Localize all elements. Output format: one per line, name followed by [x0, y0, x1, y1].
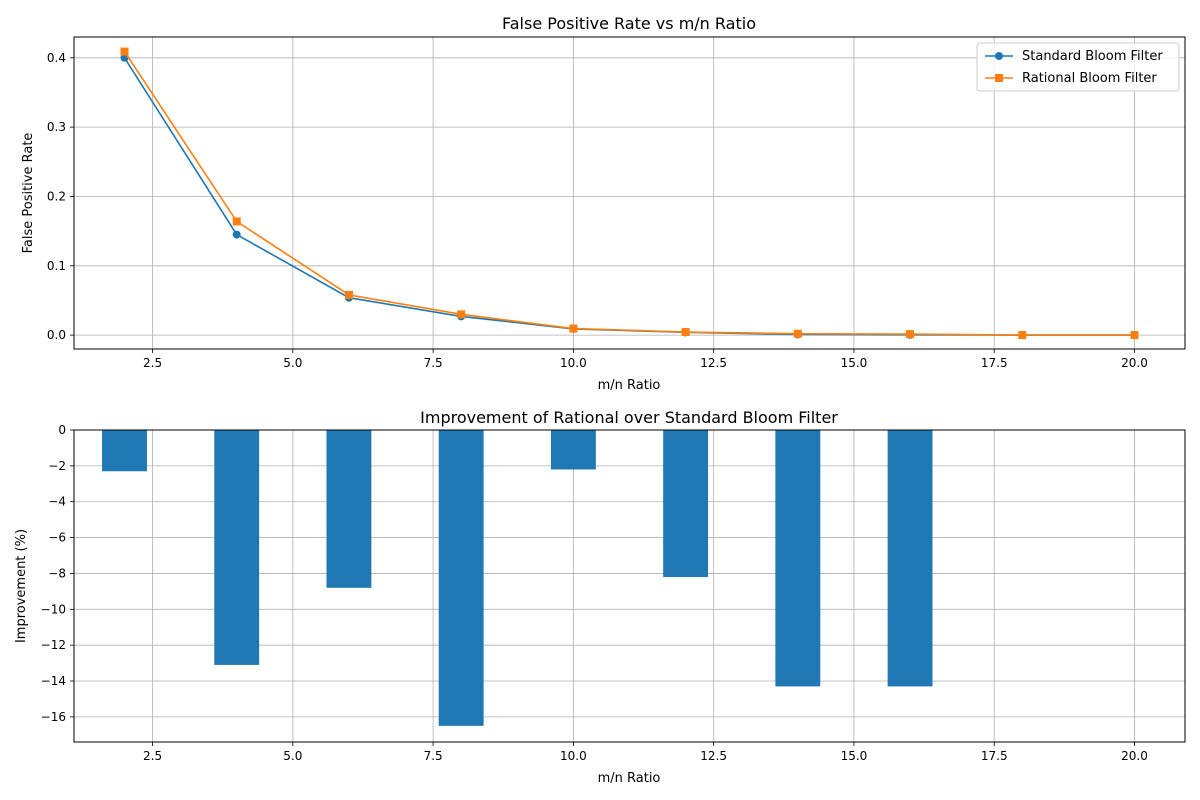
data-point-standard [232, 230, 241, 239]
y-tick-label: 0.3 [47, 120, 66, 134]
fpr-line-chart: False Positive Rate vs m/n Ratio 2.5 5.0 7… [21, 14, 1186, 393]
data-point-rational [232, 217, 241, 226]
legend: Standard Bloom Filter Rational Bloom Fil… [976, 42, 1180, 92]
data-point-rational [120, 47, 129, 56]
bar [550, 430, 596, 470]
data-point-rational [569, 324, 578, 333]
chart-title: Improvement of Rational over Standard Bl… [420, 408, 838, 427]
y-tick-label: −6 [48, 531, 66, 545]
x-tick-label: 10.0 [560, 749, 587, 763]
bars-group [102, 430, 933, 726]
x-tick-label: 5.0 [283, 749, 302, 763]
bar [214, 430, 260, 665]
bar [775, 430, 821, 687]
data-point-rational [457, 310, 466, 319]
y-ticks: 0.0 0.1 0.2 0.3 0.4 [47, 51, 74, 342]
x-axis-label: m/n Ratio [598, 771, 661, 786]
x-tick-label: 5.0 [283, 356, 302, 370]
bar [663, 430, 709, 578]
series-line-rational [123, 51, 1135, 336]
legend-label-rational: Rational Bloom Filter [1022, 71, 1157, 86]
data-point-rational [344, 290, 353, 299]
data-point-rational [1018, 331, 1027, 340]
y-tick-label: 0 [58, 423, 66, 437]
data-point-rational [681, 328, 690, 337]
x-tick-label: 7.5 [424, 356, 443, 370]
x-tick-label: 15.0 [841, 356, 868, 370]
y-tick-label: −16 [41, 710, 66, 724]
data-point-rational [793, 329, 802, 338]
y-ticks: 0 −2 −4 −6 −8 −10 −12 −14 −16 [41, 423, 74, 724]
y-axis-label: Improvement (%) [14, 529, 29, 643]
chart-title: False Positive Rate vs m/n Ratio [502, 14, 756, 33]
legend-label-standard: Standard Bloom Filter [1022, 49, 1163, 64]
x-tick-label: 7.5 [424, 749, 443, 763]
y-tick-label: 0.4 [47, 51, 66, 65]
x-tick-label: 17.5 [981, 356, 1008, 370]
y-axis-label: False Positive Rate [21, 133, 36, 254]
bar [438, 430, 484, 726]
improvement-bar-chart: Improvement of Rational over Standard Bl… [14, 408, 1186, 786]
x-tick-label: 20.0 [1121, 749, 1148, 763]
series-group [120, 47, 1139, 340]
y-tick-label: 0.2 [47, 189, 66, 203]
x-tick-label: 10.0 [560, 356, 587, 370]
bar [102, 430, 147, 472]
y-tick-label: −12 [41, 638, 66, 652]
x-tick-label: 15.0 [841, 749, 868, 763]
x-ticks: 2.5 5.0 7.5 10.0 12.5 15.0 17.5 20.0 [143, 349, 1148, 370]
plot-frame [73, 36, 1186, 350]
bar [887, 430, 933, 687]
x-tick-label: 2.5 [143, 749, 162, 763]
x-tick-label: 12.5 [700, 356, 727, 370]
x-axis-label: m/n Ratio [598, 378, 661, 393]
y-tick-label: −10 [41, 602, 66, 616]
legend-marker-standard [995, 52, 1003, 60]
plot-frame [73, 429, 1186, 743]
y-tick-label: −2 [48, 459, 66, 473]
data-point-rational [906, 330, 915, 339]
legend-box [976, 42, 1180, 92]
y-tick-label: −8 [48, 566, 66, 580]
legend-marker-rational [995, 74, 1003, 82]
x-ticks: 2.5 5.0 7.5 10.0 12.5 15.0 17.5 20.0 [143, 742, 1148, 763]
x-tick-label: 2.5 [143, 356, 162, 370]
bar [326, 430, 372, 588]
x-tick-label: 12.5 [700, 749, 727, 763]
data-point-rational [1130, 331, 1139, 340]
y-tick-label: 0.0 [47, 328, 66, 342]
y-tick-label: −14 [41, 674, 66, 688]
x-tick-label: 20.0 [1121, 356, 1148, 370]
y-tick-label: −4 [48, 495, 66, 509]
y-tick-label: 0.1 [47, 259, 66, 273]
x-tick-label: 17.5 [981, 749, 1008, 763]
